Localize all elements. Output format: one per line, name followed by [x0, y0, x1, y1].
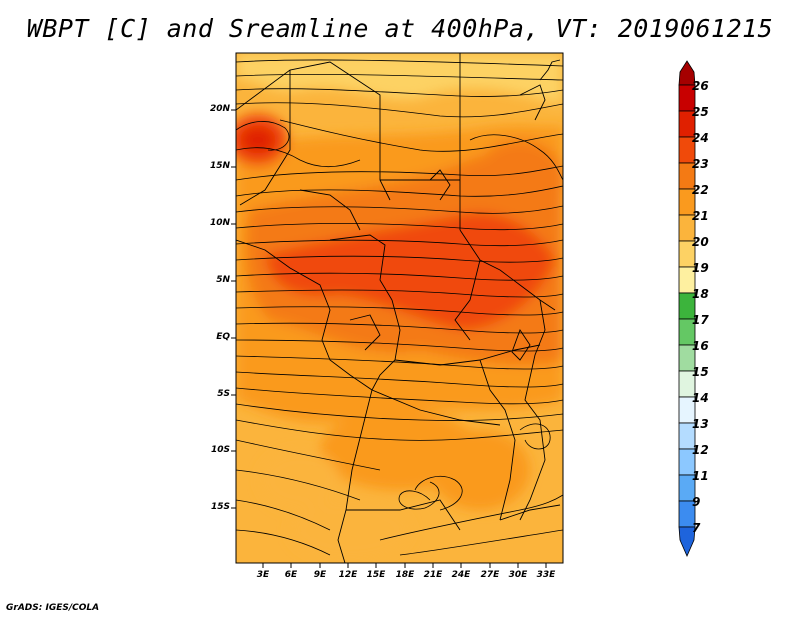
lon-label-9e: 9E	[313, 570, 327, 580]
colorbar-label-20: 20	[692, 235, 709, 249]
boundaries	[236, 53, 561, 563]
colorbar-label-15: 15	[692, 365, 709, 379]
lon-label-12e: 12E	[338, 570, 358, 580]
lon-label-21e: 21E	[423, 570, 443, 580]
colorbar-label-14: 14	[692, 391, 709, 405]
lon-label-33e: 33E	[536, 570, 556, 580]
colorbar-label-24: 24	[692, 131, 709, 145]
map-frame	[235, 52, 564, 564]
colorbar-label-22: 22	[692, 183, 709, 197]
colorbar-label-17: 17	[692, 313, 709, 327]
streamlines	[236, 59, 563, 556]
colorbar	[678, 60, 696, 557]
colorbar-label-21: 21	[692, 209, 709, 223]
lon-label-18e: 18E	[395, 570, 415, 580]
lon-label-24e: 24E	[451, 570, 471, 580]
colorbar-label-13: 13	[692, 417, 709, 431]
lat-label-15n: 15N	[209, 161, 230, 171]
colorbar-label-23: 23	[692, 157, 709, 171]
colorbar-label-12: 12	[692, 443, 709, 457]
lon-label-15e: 15E	[366, 570, 386, 580]
colorbar-label-11: 11	[692, 469, 709, 483]
colorbar-bottom-arrow	[678, 526, 696, 557]
colorbar-label-7: 7	[692, 521, 701, 535]
chart-title: WBPT [C] and Sreamline at 400hPa, VT: 20…	[26, 14, 774, 43]
colorbar-label-26: 26	[692, 79, 709, 93]
lon-label-30e: 30E	[508, 570, 528, 580]
lat-label-20n: 20N	[209, 104, 230, 114]
lat-label-eq: EQ	[216, 332, 230, 342]
wbpt-field	[236, 53, 563, 563]
colorbar-label-19: 19	[692, 261, 709, 275]
axis-ticks	[231, 109, 547, 568]
colorbar-label-9: 9	[692, 495, 701, 509]
lat-label-15s: 15S	[210, 502, 230, 512]
footer-credit: GrADS: IGES/COLA	[6, 603, 100, 613]
colorbar-label-25: 25	[692, 105, 709, 119]
lat-label-5n: 5N	[216, 275, 230, 285]
lon-label-6e: 6E	[284, 570, 298, 580]
colorbar-label-16: 16	[692, 339, 709, 353]
lon-label-27e: 27E	[480, 570, 500, 580]
lon-label-3e: 3E	[256, 570, 270, 580]
lat-label-10n: 10N	[209, 218, 230, 228]
lat-label-10s: 10S	[210, 445, 230, 455]
colorbar-label-18: 18	[692, 287, 709, 301]
lat-label-5s: 5S	[217, 389, 230, 399]
